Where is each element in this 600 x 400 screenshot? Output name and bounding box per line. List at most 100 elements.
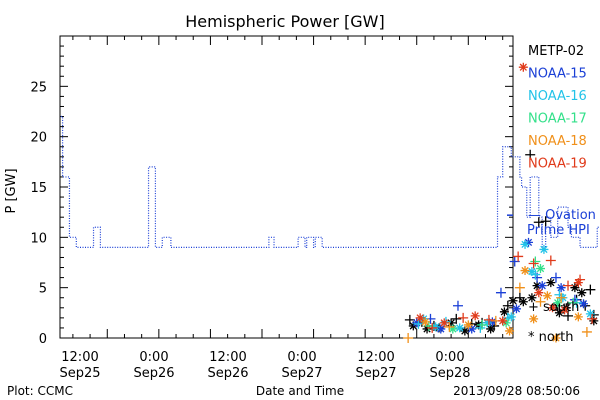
- point-metp-02-north: [422, 324, 432, 334]
- point-noaa-18-north: [463, 320, 473, 330]
- point-noaa-15-north: [523, 237, 533, 247]
- legend-entry-metp-02: METP-02: [528, 44, 584, 59]
- y-tick-label: 15: [30, 181, 47, 196]
- x-tick-label-date: Sep26: [207, 366, 248, 381]
- x-tick-label-time: 0:00: [287, 350, 316, 365]
- footer-timestamp: 2013/09/28 08:50:06: [453, 384, 580, 398]
- satellite-legend: METP-02 NOAA-15 NOAA-16 NOAA-17 NOAA-18 NOAA-…: [528, 44, 587, 172]
- point-metp-02-north: [577, 288, 587, 298]
- point-noaa-18-north: [573, 312, 583, 322]
- point-metp-02-north: [460, 326, 470, 336]
- point-metp-02-north: [499, 307, 509, 317]
- y-tick-label: 10: [30, 231, 47, 246]
- point-noaa-19-north: [470, 311, 480, 321]
- x-tick-label-time: 12:00: [357, 350, 394, 365]
- point-noaa-16-north: [455, 323, 465, 333]
- point-noaa-15-north: [467, 324, 477, 334]
- point-noaa-19-south: [458, 312, 469, 323]
- chart-title: Hemispheric Power [GW]: [185, 12, 384, 31]
- point-noaa-15-north: [578, 299, 588, 309]
- point-metp-02-north: [589, 316, 599, 326]
- y-tick-label: 0: [39, 332, 47, 347]
- point-noaa-17-south: [477, 319, 488, 330]
- point-noaa-17-south: [568, 297, 579, 308]
- x-tick-label-date: Sep25: [59, 366, 100, 381]
- y-tick-label: 20: [30, 131, 47, 146]
- x-tick-label-time: 12:00: [61, 350, 98, 365]
- point-noaa-17-south: [530, 256, 541, 267]
- point-noaa-16-north: [482, 318, 492, 328]
- x-tick-label-date: Sep27: [355, 366, 396, 381]
- point-noaa-15-north: [487, 317, 497, 327]
- point-noaa-15-north: [412, 318, 422, 328]
- point-noaa-16-south: [413, 318, 424, 329]
- point-metp-02-south: [525, 149, 536, 160]
- x-tick-label-time: 0:00: [435, 350, 464, 365]
- legend-entry-noaa-18: NOAA-18: [528, 134, 587, 149]
- point-noaa-19-north: [534, 288, 544, 298]
- point-noaa-18-north: [520, 266, 530, 276]
- point-noaa-19-north: [439, 318, 449, 328]
- point-metp-02-north: [570, 283, 580, 293]
- point-noaa-19-north: [415, 313, 425, 323]
- point-noaa-19-south: [528, 258, 539, 269]
- point-noaa-18-north: [505, 326, 515, 336]
- point-noaa-15-south: [550, 272, 561, 283]
- legend-entry-noaa-15: NOAA-15: [528, 67, 587, 82]
- x-tick-label-time: 12:00: [209, 350, 246, 365]
- symbol-legend-south: + south: [528, 300, 579, 315]
- point-metp-02-north: [408, 321, 418, 331]
- point-noaa-16-north: [419, 314, 429, 324]
- point-noaa-18-south: [535, 296, 546, 307]
- point-noaa-16-north: [431, 322, 441, 332]
- symbol-legend-north: * north: [528, 330, 574, 345]
- point-metp-02-south: [451, 313, 462, 324]
- point-noaa-15-south: [509, 256, 520, 267]
- point-noaa-15-north: [537, 281, 547, 291]
- point-noaa-19-south: [513, 251, 524, 262]
- legend-entry-noaa-19: NOAA-19: [528, 157, 587, 172]
- ovation-prime-hpi-line: [60, 115, 600, 248]
- point-noaa-16-north: [506, 312, 516, 322]
- point-noaa-19-south: [587, 313, 598, 324]
- point-noaa-17-north: [553, 298, 563, 308]
- x-tick-label-date: Sep27: [281, 366, 322, 381]
- point-noaa-16-north: [539, 244, 549, 254]
- point-noaa-19-north: [548, 303, 558, 313]
- point-noaa-19-north: [573, 278, 583, 288]
- point-noaa-15-north: [556, 283, 566, 293]
- satellite-points: [403, 62, 599, 343]
- point-noaa-17-north: [536, 264, 546, 274]
- point-metp-02-south: [585, 284, 596, 295]
- point-noaa-19-south: [563, 280, 574, 291]
- point-noaa-18-north: [542, 291, 552, 301]
- point-noaa-18-south: [581, 326, 592, 337]
- point-noaa-18-south: [556, 292, 567, 303]
- point-metp-02-north: [518, 297, 528, 307]
- x-tick-label-date: Sep26: [133, 366, 174, 381]
- point-noaa-15-south: [452, 300, 463, 311]
- point-noaa-16-north: [585, 309, 595, 319]
- point-metp-02-south: [533, 217, 544, 228]
- point-noaa-19-north: [498, 316, 508, 326]
- point-noaa-15-north: [436, 324, 446, 334]
- y-tick-label: 25: [30, 80, 47, 95]
- symbol-legend: + south * north: [528, 300, 579, 345]
- point-noaa-17-north: [501, 318, 511, 328]
- x-tick-label-date: Sep28: [429, 366, 470, 381]
- point-noaa-19-south: [545, 255, 556, 266]
- point-metp-02-north: [532, 281, 542, 291]
- point-noaa-18-north: [551, 333, 561, 343]
- point-noaa-16-north: [527, 267, 537, 277]
- point-metp-02-north: [546, 278, 556, 288]
- point-noaa-19-south: [427, 322, 438, 333]
- x-axis: 12:00Sep250:00Sep2612:00Sep260:00Sep2712…: [59, 36, 504, 381]
- legend-entry-noaa-17: NOAA-17: [528, 112, 587, 127]
- point-noaa-15-south: [495, 287, 506, 298]
- point-noaa-19-north: [560, 305, 570, 315]
- x-axis-label: Date and Time: [256, 384, 344, 398]
